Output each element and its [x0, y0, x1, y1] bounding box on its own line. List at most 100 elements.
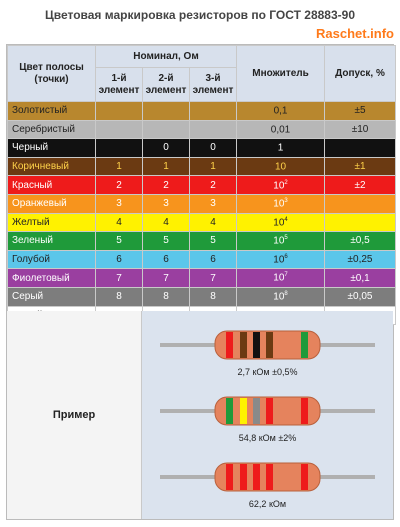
resistor-band — [301, 464, 308, 490]
resistor-band — [301, 398, 308, 424]
resistor-band — [266, 398, 273, 424]
table-body: Золотистый 0,1 ±5 Серебристый 0,01 ±10 Черный 0… — [7, 101, 397, 326]
digit-2-cell: 2 — [142, 175, 190, 195]
multiplier-cell: 103 — [236, 193, 326, 214]
digit-1-cell — [95, 138, 143, 158]
resistor-band — [266, 332, 273, 358]
digit-3-cell: 8 — [188, 286, 238, 307]
multiplier-cell: 107 — [236, 268, 326, 288]
tolerance-cell — [324, 193, 397, 214]
tolerance-cell: ±0,05 — [324, 286, 397, 307]
color-name-cell: Коричневый — [7, 156, 96, 177]
resistor-band — [253, 398, 260, 424]
resistor-band — [240, 332, 247, 358]
multiplier-exponent: 7 — [284, 272, 288, 279]
multiplier-base: 0,01 — [270, 124, 291, 136]
digit-1-cell: 4 — [95, 212, 143, 233]
tolerance-cell: ±1 — [324, 156, 397, 177]
multiplier-base: 10 — [273, 272, 285, 284]
page-title: Цветовая маркировка резисторов по ГОСТ 2… — [44, 8, 355, 22]
color-name-cell: Желтый — [7, 212, 96, 233]
table-row: Красный 2 2 2 102 ±2 — [7, 175, 397, 195]
resistor-illustration — [160, 330, 375, 360]
digit-3-cell: 1 — [188, 156, 238, 177]
example-section: Пример 2,7 кОм ±0,5% 54,8 кОм ±2% 62,2 кОм — [7, 311, 393, 519]
multiplier-cell: 0,01 — [236, 119, 326, 140]
multiplier-exponent: 5 — [284, 235, 288, 242]
color-code-panel: Цвет полосы (точки) Номинал, Ом Множител… — [6, 44, 397, 520]
digit-2-cell: 0 — [142, 138, 190, 158]
tolerance-cell — [324, 212, 397, 233]
resistor-caption: 54,8 кОм ±2% — [238, 433, 297, 443]
resistor-illustration — [160, 396, 375, 426]
digit-3-cell: 3 — [188, 193, 238, 214]
resistor-caption: 2,7 кОм ±0,5% — [237, 367, 298, 377]
digit-3-cell: 0 — [188, 138, 238, 158]
digit-3-cell — [188, 119, 238, 140]
multiplier-cell: 1 — [236, 138, 326, 158]
tolerance-cell: ±0,25 — [324, 249, 397, 270]
multiplier-base: 10 — [273, 235, 285, 247]
multiplier-cell: 106 — [236, 249, 326, 270]
digit-3-cell — [188, 101, 238, 121]
multiplier-cell: 0,1 — [236, 101, 326, 121]
table-row: Зеленый 5 5 5 105 ±0,5 — [7, 231, 397, 251]
table-row: Золотистый 0,1 ±5 — [7, 101, 397, 121]
multiplier-base: 1 — [277, 142, 284, 154]
digit-2-cell: 3 — [142, 193, 190, 214]
multiplier-base: 10 — [273, 217, 285, 229]
digit-1-cell: 8 — [95, 286, 143, 307]
header-color: Цвет полосы (точки) — [7, 45, 96, 102]
resistor-caption: 62,2 кОм — [248, 499, 287, 509]
digit-3-cell: 2 — [188, 175, 238, 195]
digit-1-cell: 3 — [95, 193, 143, 214]
table-row: Серебристый 0,01 ±10 — [7, 119, 397, 140]
multiplier-base: 0,1 — [273, 105, 288, 117]
resistor-band — [266, 464, 273, 490]
resistor-band — [240, 398, 247, 424]
table-row: Голубой 6 6 6 106 ±0,25 — [7, 249, 397, 270]
digit-1-cell: 2 — [95, 175, 143, 195]
header-element-3: 3-й элемент — [188, 67, 238, 102]
resistor-illustration — [160, 462, 375, 492]
tolerance-cell: ±0,5 — [324, 231, 397, 251]
color-code-table: Цвет полосы (точки) Номинал, Ом Множител… — [7, 45, 397, 326]
resistor-band — [226, 332, 233, 358]
multiplier-base: 10 — [273, 291, 285, 303]
header-nominal: Номинал, Ом — [94, 45, 238, 68]
tolerance-cell — [324, 138, 397, 158]
digit-2-cell: 6 — [142, 249, 190, 270]
multiplier-cell: 104 — [236, 212, 326, 233]
resistor-band — [253, 464, 260, 490]
color-name-cell: Серый — [7, 286, 96, 307]
header-tolerance: Допуск, % — [324, 45, 397, 102]
digit-2-cell — [142, 119, 190, 140]
multiplier-exponent: 2 — [284, 179, 288, 186]
table-row: Серый 8 8 8 108 ±0,05 — [7, 286, 397, 307]
color-name-cell: Оранжевый — [7, 193, 96, 214]
multiplier-cell: 102 — [236, 175, 326, 195]
multiplier-exponent: 3 — [284, 198, 288, 205]
header-multiplier: Множитель — [236, 45, 326, 102]
multiplier-exponent: 8 — [284, 291, 288, 298]
multiplier-base: 10 — [273, 179, 285, 191]
header-element-2: 2-й элемент — [142, 67, 190, 102]
table-row: Фиолетовый 7 7 7 107 ±0,1 — [7, 268, 397, 288]
table-row: Черный 0 0 1 — [7, 138, 397, 158]
digit-2-cell: 5 — [142, 231, 190, 251]
digit-1-cell: 6 — [95, 249, 143, 270]
tolerance-cell: ±2 — [324, 175, 397, 195]
tolerance-cell: ±10 — [324, 119, 397, 140]
multiplier-cell: 108 — [236, 286, 326, 307]
digit-1-cell: 5 — [95, 231, 143, 251]
digit-2-cell: 7 — [142, 268, 190, 288]
color-name-cell: Серебристый — [7, 119, 96, 140]
color-name-cell: Черный — [7, 138, 96, 158]
example-area: 2,7 кОм ±0,5% 54,8 кОм ±2% 62,2 кОм — [142, 311, 393, 519]
digit-1-cell — [95, 101, 143, 121]
color-name-cell: Фиолетовый — [7, 268, 96, 288]
multiplier-exponent: 6 — [284, 253, 288, 260]
digit-2-cell: 1 — [142, 156, 190, 177]
table-row: Коричневый 1 1 1 10 ±1 — [7, 156, 397, 177]
digit-2-cell: 8 — [142, 286, 190, 307]
